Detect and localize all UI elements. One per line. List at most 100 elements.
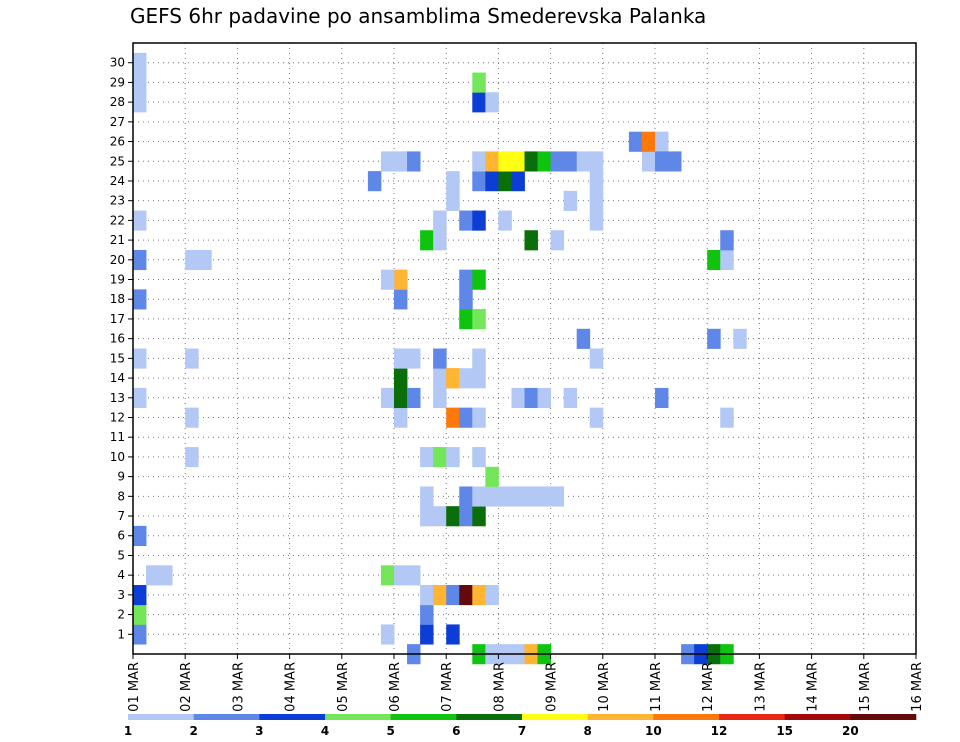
precip-cell — [446, 368, 460, 389]
precip-cell — [498, 210, 512, 231]
precip-cell — [459, 407, 473, 428]
precip-cell — [407, 565, 421, 586]
precip-cell — [367, 171, 382, 192]
precip-cell — [524, 151, 538, 172]
legend-swatch — [719, 714, 785, 720]
precip-cell — [563, 151, 578, 172]
y-tick-label: 27 — [110, 115, 125, 129]
x-tick-label: 11 MAR — [649, 662, 664, 712]
x-tick-label: 10 MAR — [597, 662, 612, 712]
x-tick-label: 08 MAR — [492, 662, 507, 712]
x-tick-label: 16 MAR — [910, 662, 925, 712]
precip-cell — [485, 171, 499, 192]
precip-cell — [485, 92, 499, 113]
precip-cell — [380, 269, 395, 290]
x-tick-label: 12 MAR — [701, 662, 716, 712]
precip-cell — [537, 486, 551, 507]
legend-label: 4 — [321, 724, 329, 738]
precip-cell — [472, 506, 486, 527]
precip-cell — [720, 230, 734, 251]
precip-cell — [459, 210, 473, 231]
legend-label: 12 — [711, 724, 728, 738]
precip-cell — [420, 624, 434, 645]
precip-cell — [472, 92, 486, 113]
precip-cell — [707, 328, 721, 349]
legend-label: 15 — [776, 724, 793, 738]
y-tick-label: 20 — [110, 253, 125, 267]
precip-cell — [524, 230, 538, 251]
legend-label: 3 — [255, 724, 263, 738]
precip-cell — [185, 348, 199, 369]
precip-cell — [655, 151, 669, 172]
precip-cell — [537, 151, 551, 172]
precip-cell — [394, 407, 408, 428]
y-tick-label: 17 — [110, 312, 125, 326]
precip-cell — [185, 447, 199, 468]
precip-cell — [563, 387, 578, 409]
plot-frame — [132, 42, 917, 655]
precip-cell — [185, 407, 199, 428]
precip-cell — [511, 486, 525, 507]
legend-label: 5 — [386, 724, 394, 738]
y-tick-label: 15 — [110, 351, 125, 365]
precip-cell — [133, 525, 147, 546]
y-tick-label: 9 — [117, 470, 125, 484]
precip-cell — [459, 289, 473, 310]
precip-cell — [380, 151, 395, 172]
precip-cell — [641, 131, 656, 152]
precip-cell — [720, 407, 734, 428]
precip-cell — [433, 348, 447, 369]
precip-cell — [133, 92, 147, 113]
precip-cell — [550, 151, 565, 172]
precip-cell — [380, 387, 395, 409]
precip-cell — [472, 447, 486, 468]
legend-swatch — [193, 714, 260, 720]
precip-cell — [459, 486, 473, 507]
precip-cell — [133, 387, 147, 409]
precip-cell — [472, 585, 486, 606]
y-tick-label: 5 — [117, 548, 125, 562]
precip-cell — [420, 585, 434, 606]
y-tick-label: 8 — [117, 489, 125, 503]
precip-cell — [472, 151, 486, 172]
y-tick-label: 30 — [110, 56, 125, 70]
precip-cell — [459, 269, 473, 290]
precip-cell — [133, 249, 147, 271]
precip-cell — [511, 387, 525, 409]
x-tick-label: 01 MAR — [127, 662, 142, 712]
legend-swatch — [259, 714, 326, 720]
precip-cell — [628, 131, 643, 152]
precip-cell — [472, 72, 486, 93]
precip-cell — [198, 249, 212, 271]
y-tick-label: 13 — [110, 391, 125, 405]
precip-cell — [498, 486, 512, 507]
precip-cell — [394, 289, 408, 310]
legend-label: 20 — [842, 724, 859, 738]
precip-cell — [394, 269, 408, 290]
precip-cell — [446, 190, 460, 211]
precip-cell — [394, 368, 408, 389]
precip-cell — [589, 348, 604, 369]
precip-cell — [485, 585, 499, 606]
precip-cell — [133, 585, 147, 606]
precip-cell — [485, 486, 499, 507]
precip-cell — [420, 604, 434, 625]
precip-cell — [472, 407, 486, 428]
precip-cell — [589, 190, 604, 211]
x-tick-label: 02 MAR — [179, 662, 194, 712]
precip-cell — [133, 289, 147, 310]
x-tick-label: 04 MAR — [284, 662, 299, 712]
precip-cell — [589, 171, 604, 192]
precip-cell — [563, 190, 578, 211]
precip-cell — [459, 506, 473, 527]
precip-cell — [472, 486, 486, 507]
precip-cell — [485, 466, 499, 487]
precip-cell — [472, 368, 486, 389]
precip-cell — [433, 230, 447, 251]
precip-cell — [720, 249, 734, 271]
y-tick-label: 14 — [110, 371, 125, 385]
legend-swatch — [456, 714, 523, 720]
legend-swatch — [390, 714, 457, 720]
precip-cell — [133, 604, 147, 625]
precip-cell — [420, 447, 434, 468]
